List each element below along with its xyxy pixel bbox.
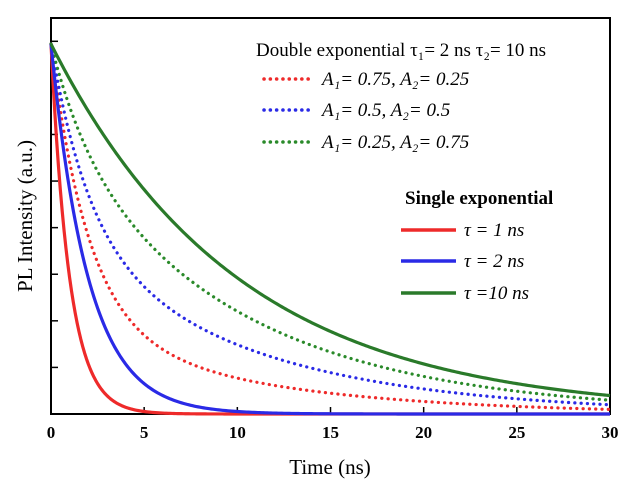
- series-line-2: [49, 43, 611, 398]
- series-line-5: [49, 42, 612, 402]
- x-tick-label: 0: [47, 423, 56, 442]
- series-layer: [49, 42, 612, 416]
- x-tick-label: 10: [229, 423, 246, 442]
- y-axis-title: PL Intensity (a.u.): [13, 140, 37, 292]
- x-tick-label: 25: [508, 423, 525, 442]
- x-tick-label: 30: [602, 423, 619, 442]
- legend-heading-single: Single exponential: [405, 188, 553, 209]
- y-axis-ticks: [51, 40, 58, 369]
- legend-label-single-0: τ = 1 ns: [464, 220, 524, 241]
- legend-label-double-2: A₁= 0.25, A₂= 0.75: [320, 132, 469, 153]
- legend-label-double-0: A₁= 0.75, A₂= 0.25: [320, 69, 469, 90]
- legend-label-single-2: τ =10 ns: [464, 283, 529, 304]
- series-line-1: [49, 43, 610, 416]
- x-tick-label: 5: [140, 423, 149, 442]
- x-tick-label: 15: [322, 423, 339, 442]
- series-line-4: [49, 42, 612, 407]
- legend-label-double-1: A₁= 0.5, A₂= 0.5: [320, 100, 450, 121]
- legend: Double exponential τ₁= 2 ns τ₂= 10 ns A₁=…: [256, 40, 553, 304]
- legend-label-single-1: τ = 2 ns: [464, 251, 524, 272]
- x-axis-title: Time (ns): [289, 455, 371, 479]
- x-tick-label: 20: [415, 423, 432, 442]
- legend-heading-double: Double exponential τ₁= 2 ns τ₂= 10 ns: [256, 40, 546, 61]
- series-line-3: [49, 42, 612, 411]
